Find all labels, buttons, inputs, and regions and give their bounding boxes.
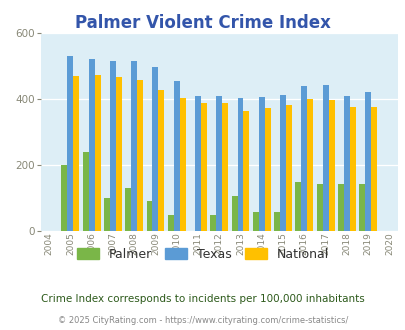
- Text: Palmer Violent Crime Index: Palmer Violent Crime Index: [75, 14, 330, 32]
- Bar: [179, 98, 185, 231]
- Bar: [125, 188, 131, 231]
- Bar: [83, 152, 88, 231]
- Bar: [316, 184, 322, 231]
- Bar: [67, 56, 73, 231]
- Bar: [110, 61, 115, 231]
- Bar: [349, 107, 355, 231]
- Bar: [295, 182, 301, 231]
- Bar: [231, 196, 237, 231]
- Bar: [264, 108, 270, 231]
- Bar: [115, 77, 122, 231]
- Text: © 2025 CityRating.com - https://www.cityrating.com/crime-statistics/: © 2025 CityRating.com - https://www.city…: [58, 316, 347, 325]
- Bar: [146, 201, 152, 231]
- Bar: [273, 212, 279, 231]
- Bar: [328, 100, 334, 231]
- Legend: Palmer, Texas, National: Palmer, Texas, National: [71, 243, 334, 266]
- Bar: [252, 212, 258, 231]
- Bar: [131, 61, 137, 231]
- Bar: [285, 105, 291, 231]
- Bar: [237, 98, 243, 231]
- Bar: [158, 90, 164, 231]
- Bar: [301, 86, 307, 231]
- Bar: [364, 92, 370, 231]
- Bar: [337, 184, 343, 231]
- Bar: [194, 96, 200, 231]
- Bar: [243, 111, 249, 231]
- Bar: [258, 97, 264, 231]
- Bar: [200, 103, 207, 231]
- Bar: [279, 95, 285, 231]
- Bar: [216, 96, 222, 231]
- Bar: [343, 96, 349, 231]
- Bar: [104, 198, 110, 231]
- Text: Crime Index corresponds to incidents per 100,000 inhabitants: Crime Index corresponds to incidents per…: [41, 294, 364, 304]
- Bar: [137, 80, 143, 231]
- Bar: [167, 214, 173, 231]
- Bar: [322, 85, 328, 231]
- Bar: [152, 67, 158, 231]
- Bar: [370, 107, 376, 231]
- Bar: [73, 76, 79, 231]
- Bar: [61, 165, 67, 231]
- Bar: [222, 103, 228, 231]
- Bar: [88, 59, 94, 231]
- Bar: [94, 75, 100, 231]
- Bar: [358, 184, 364, 231]
- Bar: [210, 214, 216, 231]
- Bar: [173, 81, 179, 231]
- Bar: [307, 99, 313, 231]
